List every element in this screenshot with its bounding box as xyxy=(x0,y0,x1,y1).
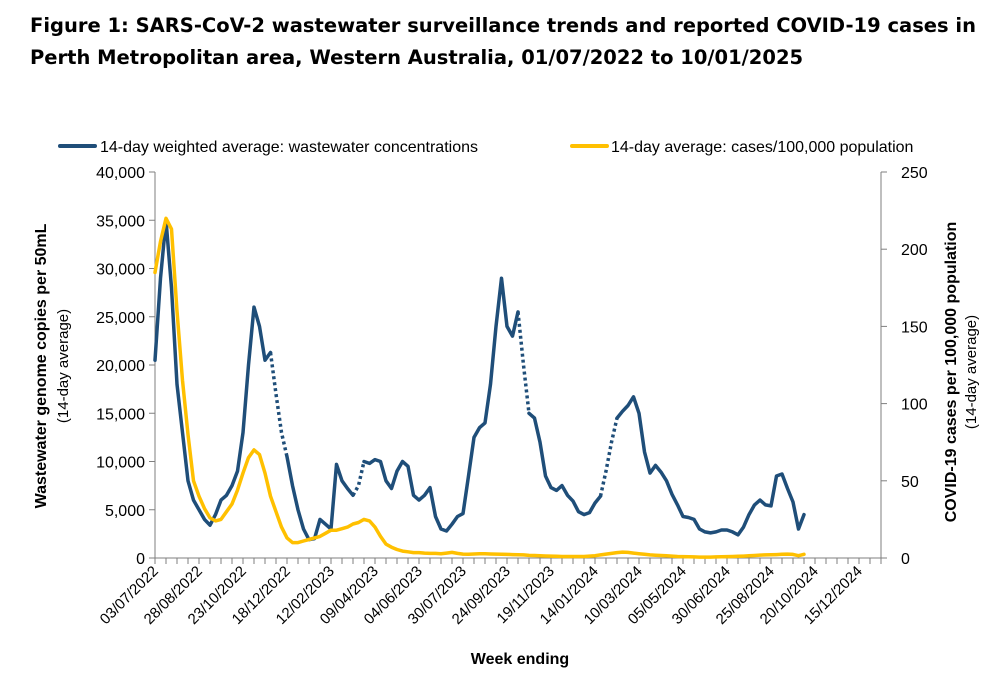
y-right-tick-label: 100 xyxy=(901,397,928,414)
legend-label-cases: 14-day average: cases/100,000 population xyxy=(611,139,913,156)
figure-title: Figure 1: SARS-CoV-2 wastewater surveill… xyxy=(30,14,976,69)
y-axis-left-title: Wastewater genome copies per 50mL xyxy=(33,223,50,508)
wastewater-line-segment-2 xyxy=(285,454,355,542)
y-left-tick-label: 5,000 xyxy=(105,503,145,520)
y-axis-right-title: COVID-19 cases per 100,000 population xyxy=(943,222,960,523)
y-left-tick-label: 40,000 xyxy=(96,165,145,182)
y-axis-left-subtitle: (14-day average) xyxy=(55,309,72,423)
y-left-tick-label: 10,000 xyxy=(96,455,145,472)
cases-line-segment-0 xyxy=(153,216,806,559)
wastewater-line-segment-3-interpolated xyxy=(351,461,366,497)
y-axis-right-subtitle: (14-day average) xyxy=(963,315,980,429)
wastewater-line-segment-5-interpolated xyxy=(516,311,531,414)
x-axis-title: Week ending xyxy=(471,651,569,668)
y-right-tick-label: 250 xyxy=(901,165,928,182)
wastewater-line-segment-7-interpolated xyxy=(598,417,619,497)
y-left-tick-label: 0 xyxy=(136,551,145,568)
y-axis-right-ticks: 0 50 100 150 200 250 xyxy=(881,165,928,568)
y-right-tick-label: 0 xyxy=(901,551,910,568)
wastewater-line-segment-6 xyxy=(527,411,603,517)
x-axis-ticks: 03/07/202228/08/202223/10/202218/12/2022… xyxy=(97,558,882,628)
y-left-tick-label: 30,000 xyxy=(96,262,145,279)
legend: 14-day weighted average: wastewater conc… xyxy=(58,139,913,156)
y-left-tick-label: 25,000 xyxy=(96,310,145,327)
y-right-tick-label: 150 xyxy=(901,319,928,336)
y-right-tick-label: 200 xyxy=(901,242,928,259)
wastewater-line-segment-1-interpolated xyxy=(268,352,289,458)
wastewater-line-segment-8 xyxy=(615,395,806,537)
legend-label-wastewater: 14-day weighted average: wastewater conc… xyxy=(100,139,478,156)
y-left-tick-label: 20,000 xyxy=(96,358,145,375)
y-left-tick-label: 35,000 xyxy=(96,213,145,230)
wastewater-line-segment-4 xyxy=(362,276,520,533)
y-right-tick-label: 50 xyxy=(901,474,919,491)
plot-area xyxy=(153,216,806,559)
y-axis-left-ticks: 0 5,000 10,000 15,000 20,000 25,000 30,000 35,0… xyxy=(96,165,155,568)
y-left-tick-label: 15,000 xyxy=(96,406,145,423)
